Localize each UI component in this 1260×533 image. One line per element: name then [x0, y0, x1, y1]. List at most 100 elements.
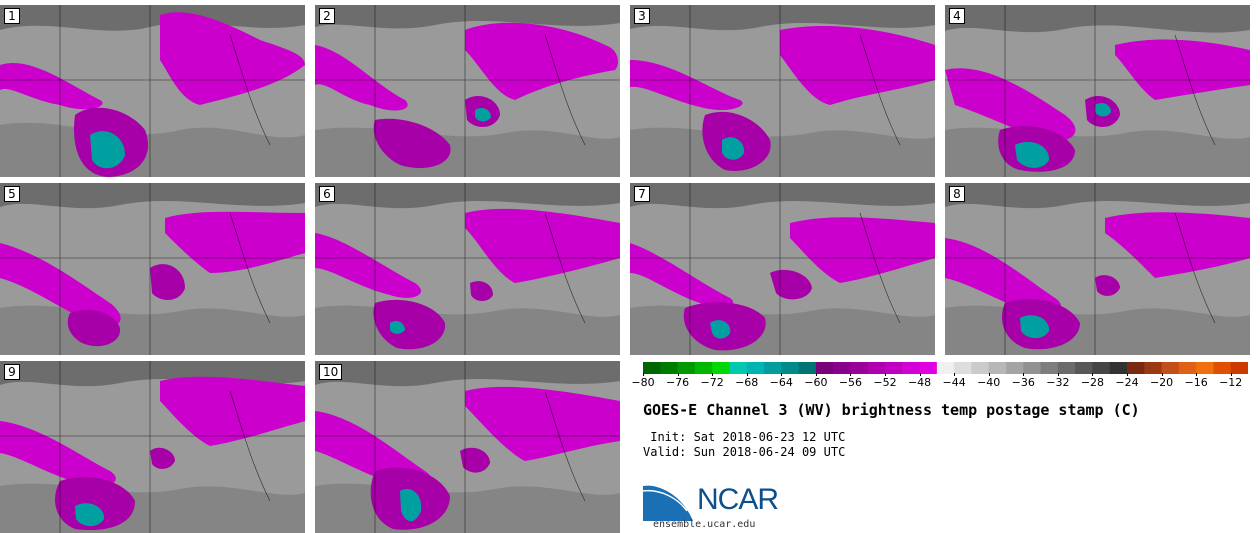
colorbar-tick-label: −56	[838, 376, 863, 389]
colorbar-tick-label: −44	[942, 376, 966, 389]
colorbar-tick-label: −64	[769, 376, 793, 389]
colorbar-tick-label: −24	[1115, 376, 1139, 389]
ensemble-member-panel-10: 10	[315, 361, 620, 533]
colorbar-ticks: −80 −76 −72 −68 −64 −60 −56 −52 −48 −44 −40 −36 −32−…	[631, 373, 1248, 392]
colorbar-tick-mark	[712, 373, 714, 376]
colorbar-bin	[712, 362, 730, 374]
colorbar-tick-mark	[643, 373, 644, 376]
wv-map-2	[315, 5, 620, 177]
member-label: 3	[634, 8, 650, 24]
ensemble-member-panel-6: 6	[315, 183, 620, 355]
colorbar-tick-mark	[1230, 373, 1232, 376]
colorbar-bin	[1057, 362, 1076, 374]
colorbar-bin	[677, 362, 696, 374]
colorbar-tick-label: −40	[977, 376, 1001, 389]
colorbar-tick-label: −32	[1046, 376, 1070, 389]
colorbar-bin	[971, 362, 990, 374]
member-label: 9	[4, 364, 20, 380]
colorbar-bin	[746, 362, 765, 374]
ensemble-member-panel-7: 7	[630, 183, 935, 355]
colorbar-bin	[798, 362, 817, 374]
figure-title: GOES-E Channel 3 (WV) brightness temp po…	[643, 401, 1140, 419]
wv-map-9	[0, 361, 305, 533]
colorbar-bin	[936, 362, 955, 374]
colorbar-bin	[1161, 362, 1180, 374]
colorbar-bin	[1127, 362, 1145, 374]
member-label: 8	[949, 186, 965, 202]
wv-map-10	[315, 361, 620, 533]
init-time: Init: Sat 2018-06-23 12 UTC	[650, 430, 846, 444]
colorbar-bin	[764, 362, 782, 374]
colorbar-tick-mark	[815, 373, 817, 376]
colorbar-tick-mark	[919, 373, 921, 376]
colorbar-bin	[1230, 362, 1248, 374]
colorbar-bin	[1144, 362, 1163, 374]
colorbar-tick-mark	[677, 373, 679, 376]
ensemble-member-panel-9: 9	[0, 361, 305, 533]
colorbar-bin	[988, 362, 1007, 374]
wv-map-1	[0, 5, 305, 177]
colorbar-tick-mark	[1127, 373, 1128, 376]
colorbar-tick-label: −80	[631, 376, 655, 389]
wv-map-3	[630, 5, 935, 177]
member-label: 4	[949, 8, 965, 24]
colorbar-tick-label: −28	[1080, 376, 1105, 389]
colorbar-bin	[643, 362, 661, 374]
wv-map-6	[315, 183, 620, 355]
wv-map-8	[945, 183, 1250, 355]
colorbar-bin	[1109, 362, 1128, 374]
colorbar-bin	[954, 362, 972, 374]
colorbar-tick-mark	[746, 373, 748, 376]
colorbar-bin	[833, 362, 851, 374]
wv-map-7	[630, 183, 935, 355]
colorbar-bin	[1196, 362, 1214, 374]
colorbar-tick-label: −20	[1149, 376, 1174, 389]
colorbar-bin	[1040, 362, 1059, 374]
colorbar-bin	[1178, 362, 1197, 374]
colorbar-tick-label: −68	[735, 376, 759, 389]
colorbar-tick-label: −72	[700, 376, 724, 389]
ensemble-member-panel-3: 3	[630, 5, 935, 177]
colorbar-tick-mark	[954, 373, 956, 376]
colorbar-tick-mark	[850, 373, 852, 376]
ensemble-member-panel-4: 4	[945, 5, 1250, 177]
colorbar-tick-mark	[988, 373, 990, 376]
member-label: 7	[634, 186, 650, 202]
colorbar-bin	[815, 362, 834, 374]
colorbar-tick-label: −48	[907, 376, 932, 389]
ensemble-member-panel-5: 5	[0, 183, 305, 355]
colorbar-bin	[1092, 362, 1111, 374]
wv-map-5	[0, 183, 305, 355]
ensemble-member-panel-2: 2	[315, 5, 620, 177]
ncar-wordmark: NCAR	[697, 483, 779, 516]
colorbar-tick-label: −12	[1219, 376, 1243, 389]
colorbar-tick-mark	[781, 373, 783, 376]
colorbar-tick-label: −60	[804, 376, 828, 389]
colorbar-bin	[1006, 362, 1024, 374]
colorbar-tick-mark	[1196, 373, 1198, 376]
valid-time: Valid: Sun 2018-06-24 09 UTC	[643, 445, 846, 459]
colorbar-bin	[919, 362, 938, 374]
colorbar-tick-mark	[1057, 373, 1059, 376]
member-label: 10	[319, 364, 343, 380]
colorbar-bin	[867, 362, 886, 374]
colorbar-tick-mark	[1161, 373, 1163, 376]
colorbar-bin	[1213, 362, 1232, 374]
colorbar-tick-label: −76	[665, 376, 690, 389]
site-url: ensemble.ucar.edu	[653, 519, 756, 530]
ncar-logo-icon	[643, 483, 693, 521]
colorbar-bin	[1023, 362, 1042, 374]
colorbar-tick-mark	[885, 373, 886, 376]
ensemble-member-panel-8: 8	[945, 183, 1250, 355]
member-label: 5	[4, 186, 20, 202]
member-label: 6	[319, 186, 335, 202]
colorbar-bin	[660, 362, 679, 374]
colorbar-tick-label: −16	[1184, 376, 1208, 389]
ensemble-member-panel-1: 1	[0, 5, 305, 177]
member-label: 1	[4, 8, 20, 24]
colorbar-tick-mark	[1092, 373, 1094, 376]
colorbar-bin	[781, 362, 800, 374]
colorbar-bin	[729, 362, 748, 374]
colorbar-bin	[902, 362, 921, 374]
colorbar	[643, 362, 1248, 374]
